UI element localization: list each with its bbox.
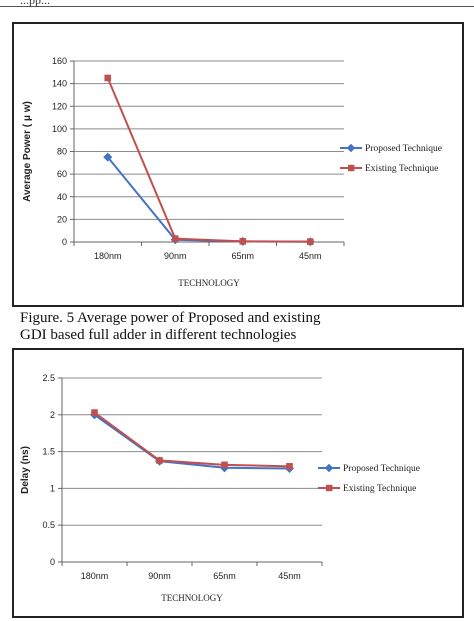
y-tick-label: 80 — [57, 147, 67, 157]
y-tick-label: 60 — [57, 169, 67, 179]
series-line-proposed — [106, 156, 311, 243]
delay-chart-y-axis-label: Delay (ns) — [20, 446, 31, 494]
delay-chart-series — [89, 409, 295, 474]
legend-label: Existing Technique — [365, 164, 438, 174]
power-chart-y-ticks: 0 20 40 60 80 100 120 140 160 — [52, 56, 67, 247]
data-point-existing — [156, 457, 163, 464]
series-line-proposed — [93, 413, 290, 470]
delay-chart-frame: 0 0.5 1 1.5 2 2.5 180nm 90nm 65nm 45nm Delay (ns… — [12, 348, 464, 618]
y-tick-label: 140 — [52, 79, 67, 89]
y-tick-label: 0.5 — [42, 520, 55, 530]
delay-chart: 0 0.5 1 1.5 2 2.5 180nm 90nm 65nm 45nm Delay (ns… — [20, 373, 420, 603]
data-point-existing — [91, 409, 98, 416]
power-chart-x-axis-label: TECHNOLOGY — [178, 278, 240, 288]
y-tick-label: 160 — [52, 56, 67, 66]
delay-chart-grid — [58, 377, 323, 566]
legend-marker — [326, 484, 333, 492]
x-tick-label: 90nm — [164, 251, 187, 261]
figure-5-caption-line-1: Figure. 5 Average power of Proposed and … — [20, 310, 321, 326]
power-chart-legend: Proposed Technique Existing Technique — [340, 143, 442, 174]
power-chart-y-axis-label: Average Power ( μ w) — [22, 101, 33, 202]
x-tick-label: 180nm — [81, 571, 109, 581]
delay-chart-x-ticks: 180nm 90nm 65nm 45nm — [81, 571, 301, 581]
x-tick-label: 65nm — [213, 571, 236, 581]
x-tick-label: 45nm — [299, 251, 322, 261]
legend-marker — [346, 143, 356, 153]
power-chart-frame: 0 20 40 60 80 100 120 140 160 180nm 90nm 65nm 45nm … — [12, 22, 464, 307]
y-tick-label: 0 — [62, 237, 67, 247]
power-chart-series — [103, 74, 315, 247]
figure-5-caption: Figure. 5 Average power of Proposed and … — [20, 310, 460, 344]
y-tick-label: 0 — [50, 557, 55, 567]
data-point-existing — [239, 238, 247, 245]
data-point-existing — [171, 235, 179, 242]
delay-chart-x-axis-label: TECHNOLOGY — [161, 593, 223, 603]
x-tick-label: 180nm — [94, 251, 122, 261]
legend-label: Existing Technique — [343, 484, 416, 494]
data-point-proposed — [103, 152, 113, 162]
series-line-existing — [106, 77, 311, 243]
header-cut-text: ...pp... — [20, 0, 50, 7]
top-rule — [0, 6, 474, 7]
x-tick-label: 45nm — [278, 571, 301, 581]
y-tick-label: 1 — [50, 483, 55, 493]
y-tick-label: 2.5 — [42, 373, 55, 383]
power-chart-grid — [70, 60, 345, 246]
data-point-existing — [221, 461, 228, 469]
x-tick-label: 90nm — [148, 571, 171, 581]
y-tick-label: 120 — [52, 101, 67, 111]
delay-chart-y-ticks: 0 0.5 1 1.5 2 2.5 — [42, 373, 55, 567]
power-chart-x-ticks: 180nm 90nm 65nm 45nm — [94, 251, 322, 261]
y-tick-label: 2 — [50, 410, 55, 420]
y-tick-label: 1.5 — [42, 447, 55, 457]
series-line-existing — [93, 411, 290, 468]
y-tick-label: 40 — [57, 192, 67, 202]
y-tick-label: 20 — [57, 214, 67, 224]
delay-chart-legend: Proposed Technique Existing Technique — [318, 463, 420, 494]
legend-label: Proposed Technique — [343, 464, 420, 474]
data-point-existing — [104, 74, 112, 82]
data-point-existing — [306, 238, 314, 245]
data-point-existing — [286, 463, 293, 470]
legend-marker — [348, 164, 355, 172]
legend-marker — [324, 463, 334, 473]
y-tick-label: 100 — [52, 124, 67, 134]
figure-5-caption-line-2: GDI based full adder in different techno… — [20, 327, 297, 343]
legend-label: Proposed Technique — [365, 144, 442, 154]
x-tick-label: 65nm — [231, 251, 254, 261]
